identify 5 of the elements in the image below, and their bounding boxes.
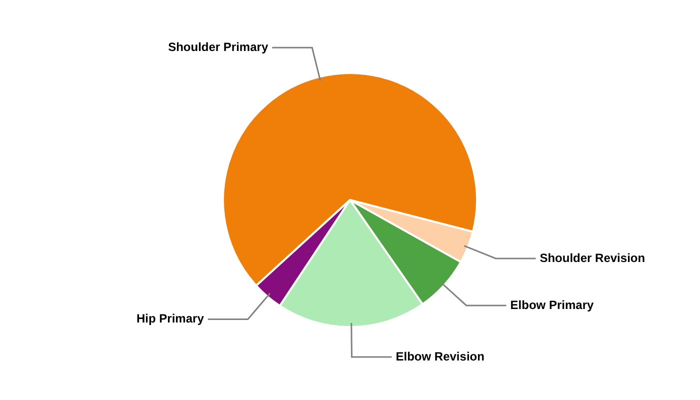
slice-label: Hip Primary [136, 312, 204, 326]
slice-label: Elbow Primary [510, 298, 594, 312]
slice-label: Shoulder Revision [540, 250, 646, 265]
slice-label: Shoulder Primary [168, 40, 268, 54]
slice-label: Elbow Revision [396, 349, 484, 364]
